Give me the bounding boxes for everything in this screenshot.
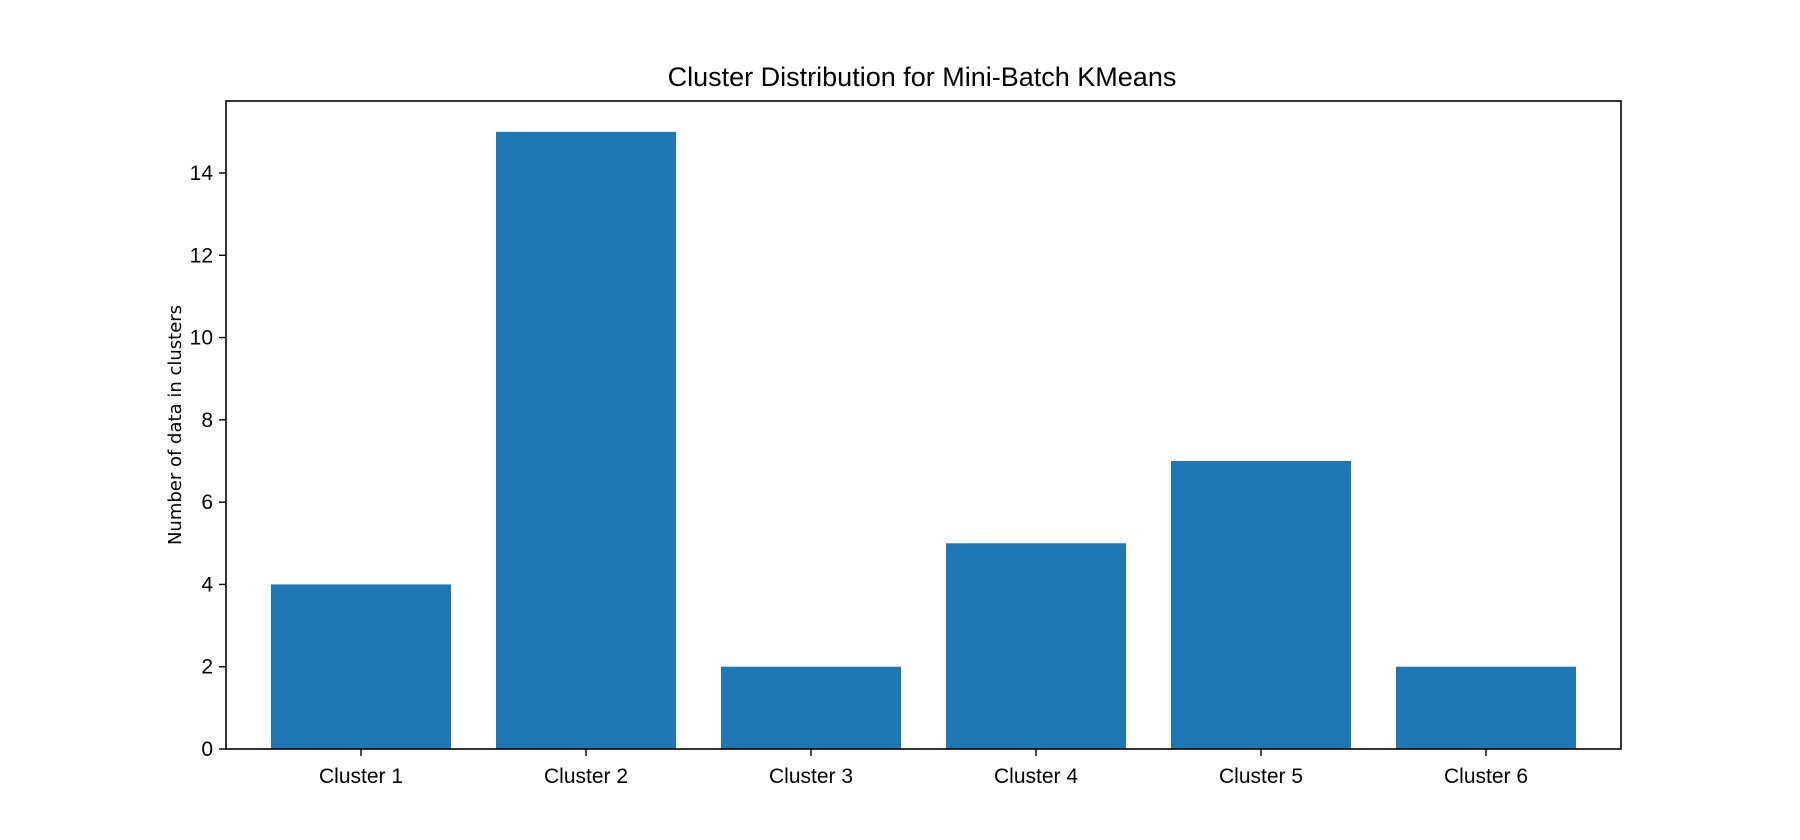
y-tick-label: 6 [201, 491, 213, 514]
bar-cluster-3 [721, 666, 901, 749]
y-tick-label: 14 [190, 162, 214, 185]
chart-title: Cluster Distribution for Mini-Batch KMea… [668, 62, 1177, 92]
x-tick-label: Cluster 4 [994, 765, 1078, 788]
bar-cluster-1 [271, 584, 451, 749]
x-tick-label: Cluster 5 [1219, 765, 1303, 788]
y-tick-label: 10 [190, 327, 213, 350]
x-tick-label: Cluster 2 [544, 765, 628, 788]
bar-cluster-2 [496, 131, 676, 749]
y-ticks: 0 2 4 6 8 10 12 14 [190, 162, 226, 761]
y-tick-label: 8 [201, 409, 213, 432]
y-tick-label: 12 [190, 244, 213, 267]
y-tick-label: 4 [201, 573, 213, 596]
bars [271, 131, 1576, 749]
bar-cluster-6 [1396, 666, 1576, 749]
y-axis-label: Number of data in clusters [165, 305, 186, 545]
bar-cluster-4 [946, 543, 1126, 749]
y-tick-label: 0 [201, 738, 213, 761]
bar-cluster-5 [1171, 461, 1351, 749]
x-ticks: Cluster 1 Cluster 2 Cluster 3 Cluster 4 Clus… [319, 749, 1528, 788]
x-tick-label: Cluster 1 [319, 765, 403, 788]
x-tick-label: Cluster 3 [769, 765, 853, 788]
y-tick-label: 2 [201, 656, 213, 679]
x-tick-label: Cluster 6 [1444, 765, 1528, 788]
plot-frame [225, 100, 1622, 750]
